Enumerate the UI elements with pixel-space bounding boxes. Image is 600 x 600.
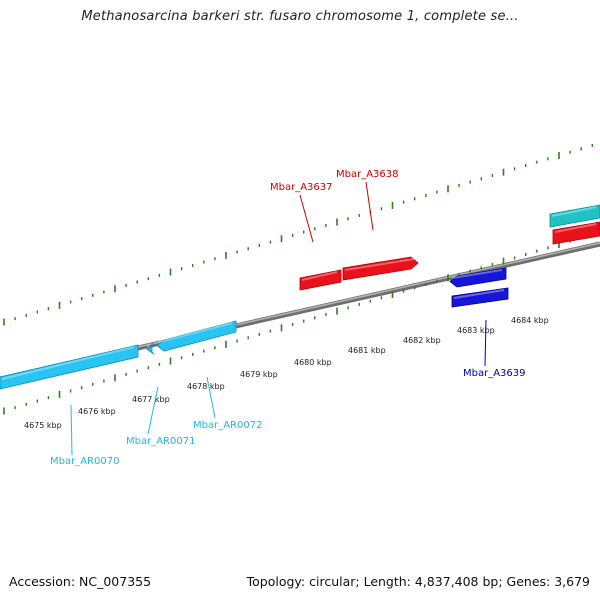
mbar-ar0071-label: Mbar_AR0071	[126, 436, 195, 447]
mbar-ar0070-label: Mbar_AR0070	[50, 456, 119, 467]
mbar-a3639-label: Mbar_A3639	[463, 368, 526, 379]
gene-arrow-mbar-ar0070-body	[0, 344, 139, 390]
gene-arrow-mbar-ar0070	[0, 344, 139, 390]
gene-arrow-mbar-ar0072-shine	[158, 322, 233, 343]
gene-arrow-mbar-ar0071-shine	[147, 344, 150, 348]
gene-arrow-mbar-a3637-body	[299, 269, 342, 291]
mbar-ar0072-leader	[206, 376, 216, 419]
gene-arrow-mbar-a3639	[451, 287, 509, 308]
scale-tick-label: 4681 kbp	[348, 346, 386, 355]
mbar-a3637-leader	[299, 194, 314, 243]
gene-arrow-mbar-a3639-upper-shine	[451, 269, 503, 279]
gene-arrow-teal-edge-shine	[551, 206, 597, 217]
mbar-a3639-leader	[484, 319, 487, 367]
scale-tick-label: 4676 kbp	[78, 407, 116, 416]
gene-arrow-red-edge	[552, 221, 600, 245]
genome-summary-text: Topology: circular; Length: 4,837,408 bp…	[246, 574, 590, 589]
gene-arrow-mbar-a3637	[299, 269, 342, 291]
scale-tick-label: 4675 kbp	[24, 421, 62, 430]
gene-arrow-mbar-a3639-body	[451, 287, 509, 308]
scale-tick-label: 4684 kbp	[511, 316, 549, 325]
gene-arrow-red-edge-shine	[554, 223, 597, 233]
map-title: Methanosarcina barkeri str. fusaro chrom…	[81, 9, 519, 24]
gene-arrow-red-edge-body	[552, 221, 600, 245]
gene-arrow-mbar-a3639-upper	[449, 267, 507, 288]
mbar-ar0070-leader	[70, 404, 73, 456]
scale-tick-label: 4680 kbp	[294, 358, 332, 367]
gene-arrow-mbar-ar0071	[146, 342, 155, 355]
gene-arrow-mbar-ar0072-body	[156, 320, 237, 352]
gene-arrow-mbar-ar0071-body	[146, 342, 155, 355]
mbar-ar0072-label: Mbar_AR0072	[193, 420, 262, 431]
gene-arrow-mbar-a3638-shine	[344, 258, 415, 271]
gene-arrow-mbar-a3639-upper-body	[449, 267, 507, 288]
mbar-a3638-leader	[365, 181, 374, 231]
scale-tick-label: 4682 kbp	[403, 336, 441, 345]
gene-arrow-mbar-ar0070-shine	[1, 346, 135, 380]
scale-tick-label: 4683 kbp	[457, 326, 495, 335]
gene-arrow-mbar-a3637-shine	[301, 271, 338, 281]
gene-arrow-teal-edge	[549, 204, 600, 228]
accession-text: Accession: NC_007355	[9, 574, 152, 589]
gene-arrow-mbar-ar0072	[156, 320, 237, 352]
mbar-ar0071-leader	[147, 386, 159, 435]
gene-arrow-mbar-a3639-shine	[453, 289, 505, 299]
scale-tick-label: 4678 kbp	[187, 382, 225, 391]
mbar-a3637-label: Mbar_A3637	[270, 182, 333, 193]
gene-arrow-teal-edge-body	[549, 204, 600, 228]
scale-tick-label: 4679 kbp	[240, 370, 278, 379]
scale-tick-label: 4677 kbp	[132, 395, 170, 404]
gene-arrow-mbar-a3638	[342, 256, 419, 281]
mbar-a3638-label: Mbar_A3638	[336, 169, 399, 180]
gene-arrow-mbar-a3638-body	[342, 256, 419, 281]
